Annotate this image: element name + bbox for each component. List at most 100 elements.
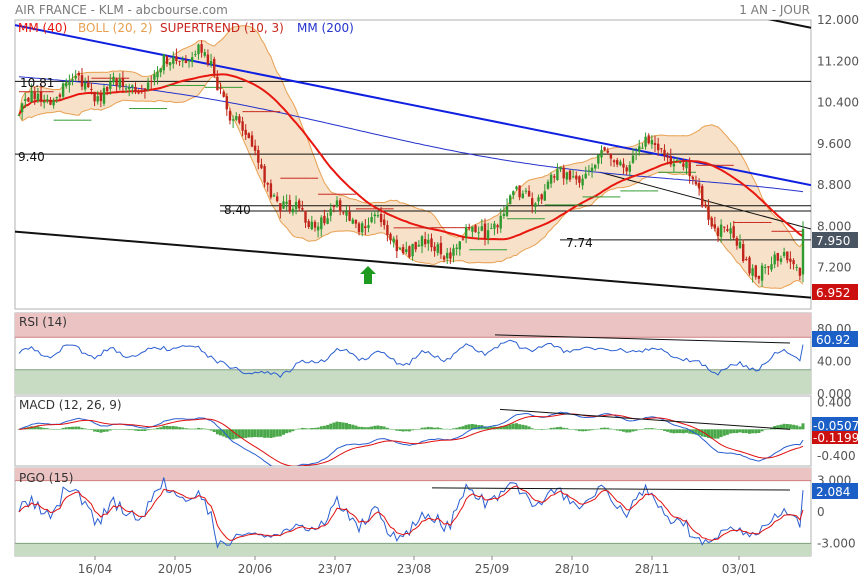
macd-histogram-bar — [127, 429, 131, 431]
macd-histogram-bar — [596, 428, 600, 430]
macd-histogram-bar — [332, 422, 336, 430]
candle-body — [638, 146, 641, 152]
macd-label: MACD (12, 26, 9) — [19, 398, 122, 412]
candle-body — [735, 238, 739, 246]
candle-body — [701, 186, 704, 207]
pgo-label: PGO (15) — [19, 471, 73, 485]
macd-histogram-bar — [228, 429, 232, 440]
legend-mm200: MM (200) — [297, 21, 354, 35]
candle-body — [559, 167, 562, 170]
candle-body — [131, 85, 134, 87]
pgo-tick-label: 0 — [817, 505, 825, 519]
macd-histogram-bar — [741, 429, 745, 434]
candle-body — [420, 236, 424, 247]
candle-body — [370, 217, 373, 223]
candle-body — [77, 73, 80, 76]
macd-histogram-bar — [571, 429, 575, 430]
macd-histogram-bar — [389, 428, 392, 430]
candle-body — [395, 239, 398, 252]
candle-body — [704, 204, 707, 207]
candle-body — [187, 60, 191, 62]
candle-body — [729, 228, 732, 234]
candle-body — [609, 153, 613, 159]
candle-body — [490, 228, 493, 230]
candle-body — [304, 210, 307, 223]
macd-badge — [812, 417, 858, 433]
macd-histogram-bar — [552, 427, 556, 430]
macd-histogram-bar — [653, 428, 657, 430]
macd-histogram-bar — [477, 425, 481, 430]
x-tick-label: 03/01 — [722, 562, 757, 576]
candle-body — [515, 186, 518, 189]
macd-histogram-bar — [502, 426, 506, 430]
candle-body — [191, 57, 194, 63]
macd-histogram-bar — [360, 426, 364, 430]
candle-body — [266, 183, 269, 185]
macd-histogram-bar — [543, 429, 547, 430]
macd-histogram-bar — [165, 425, 169, 430]
macd-histogram-bar — [146, 429, 150, 431]
candle-body — [764, 266, 767, 268]
candle-body — [143, 88, 147, 92]
candle-body — [83, 83, 87, 90]
candle-body — [231, 119, 235, 121]
candle-body — [653, 143, 657, 145]
candle-body — [329, 208, 332, 216]
macd-histogram-bar — [341, 422, 345, 430]
price-tick-label: 12.000 — [817, 13, 859, 27]
macd-histogram-bar — [96, 429, 100, 432]
candle-body — [534, 203, 537, 207]
macd-histogram-bar — [710, 429, 714, 439]
macd-histogram-bar — [606, 427, 610, 430]
macd-histogram-bar — [159, 427, 163, 430]
macd-histogram-bar — [546, 428, 550, 430]
macd-trendline — [499, 408, 791, 430]
candle-body — [184, 60, 188, 63]
candle-body — [361, 223, 364, 233]
macd-histogram-bar — [269, 429, 273, 438]
candle-body — [537, 197, 540, 202]
bollinger-lower — [18, 74, 804, 289]
candle-body — [52, 100, 55, 106]
macd-histogram-bar — [162, 425, 166, 430]
macd-histogram-bar — [108, 429, 112, 431]
candle-body — [628, 164, 631, 172]
macd-histogram-bar — [288, 429, 292, 433]
candle-body — [310, 221, 313, 230]
macd-histogram-bar — [382, 426, 386, 430]
candle-body — [565, 172, 569, 180]
candle-body — [383, 219, 386, 226]
candle-body — [798, 267, 802, 276]
macd-histogram-bar — [338, 422, 342, 430]
macd-histogram-bar — [316, 427, 320, 430]
macd-histogram-bar — [130, 429, 134, 431]
candle-body — [33, 91, 36, 100]
macd-histogram-bar — [329, 423, 333, 430]
candle-body — [521, 193, 524, 199]
pgo-tick-label: -3.000 — [817, 536, 856, 550]
macd-histogram-bar — [430, 427, 433, 430]
candle-body — [109, 81, 112, 89]
macd-histogram-bar — [354, 425, 358, 430]
macd-histogram-bar — [417, 429, 421, 430]
macd-histogram-bar — [663, 429, 666, 431]
candle-body — [562, 167, 565, 179]
macd-histogram-bar — [282, 429, 285, 435]
macd-histogram-bar — [266, 429, 270, 438]
candle-body — [137, 92, 140, 94]
candle-body — [509, 195, 512, 205]
candle-body — [726, 229, 729, 231]
macd-histogram-bar — [521, 424, 525, 430]
macd-histogram-bar — [174, 426, 178, 430]
candle-body — [549, 174, 553, 184]
macd-histogram-bar — [373, 425, 377, 430]
macd-histogram-bar — [307, 428, 311, 430]
candle-body — [172, 57, 175, 64]
macd-histogram-bar — [779, 424, 783, 430]
candle-body — [376, 215, 380, 217]
candle-body — [464, 227, 468, 238]
candle-body — [697, 183, 701, 189]
macd-histogram-bar — [313, 427, 317, 430]
macd-histogram-bar — [467, 424, 471, 430]
macd-histogram-bar — [537, 429, 540, 430]
